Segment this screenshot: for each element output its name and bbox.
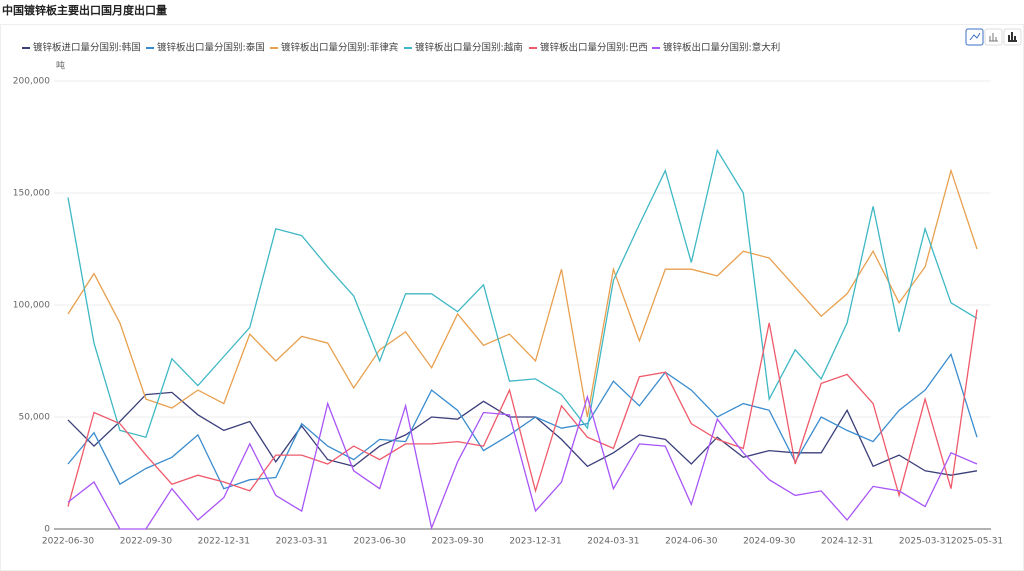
x-tick-label: 2023-06-30 [354,537,407,547]
x-tick-label: 2025-05-31 [951,537,1003,547]
panel-border [0,24,1024,571]
legend-text: 镀锌板出口量分国别:意大利 [663,42,780,54]
legend-text: 镀锌板出口量分国别:越南 [415,42,523,54]
y-tick-label: 100,000 [13,301,50,311]
legend-text: 镀锌板进口量分国别:韩国 [33,42,141,54]
legend-text: 镀锌板出口量分国别:菲律宾 [281,42,398,54]
y-tick-label: 150,000 [13,189,50,199]
x-tick-label: 2022-09-30 [120,537,173,547]
series-line [67,309,978,507]
y-unit: 吨 [56,60,65,72]
x-tick-label: 2025-03-31 [899,537,951,547]
y-tick-label: 200,000 [13,77,50,87]
line-chart-button[interactable] [965,28,984,46]
x-tick-label: 2022-06-30 [42,537,95,547]
y-tick-label: 50,000 [19,413,51,423]
series-line [67,391,978,476]
x-tick-label: 2023-12-31 [509,537,561,547]
legend-text: 镀锌板出口量分国别:泰国 [157,42,265,54]
x-tick-label: 2024-12-31 [821,537,873,547]
bar-icon [989,33,998,42]
stack-icon [1008,32,1017,42]
toolbar [965,28,1022,46]
legend-text: 镀锌板出口量分国别:巴西 [540,42,648,54]
x-tick-label: 2024-06-30 [665,537,718,547]
y-tick-label: 0 [44,525,50,535]
x-tick-label: 2022-12-31 [198,537,250,547]
series-line [67,148,978,438]
series-line [67,394,978,531]
series-line [67,352,978,490]
chart-title: 中国镀锌板主要出口国月度出口量 [2,3,167,17]
x-tick-label: 2023-03-31 [276,537,328,547]
x-tick-label: 2024-09-30 [743,537,796,547]
x-tick-label: 2024-03-31 [587,537,639,547]
line-icon [969,32,981,41]
x-tick-label: 2023-09-30 [431,537,484,547]
series-line [67,168,978,418]
